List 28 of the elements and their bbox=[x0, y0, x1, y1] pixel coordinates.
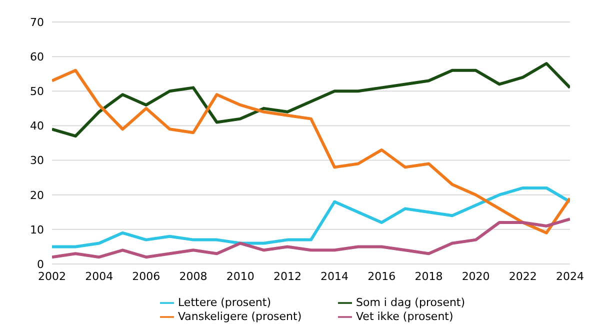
legend-label: Vet ikke (prosent) bbox=[356, 310, 454, 324]
x-tick-label: 2002 bbox=[38, 270, 66, 283]
y-tick-label: 0 bbox=[37, 258, 44, 271]
x-tick-label: 2010 bbox=[226, 270, 254, 283]
legend-label: Som i dag (prosent) bbox=[356, 296, 466, 310]
x-tick-label: 2016 bbox=[368, 270, 396, 283]
x-tick-label: 2014 bbox=[320, 270, 349, 283]
line-series bbox=[52, 186, 570, 248]
legend-label: Lettere (prosent) bbox=[178, 296, 272, 310]
line-series bbox=[52, 62, 570, 138]
x-tick-label: 2008 bbox=[179, 270, 208, 283]
y-tick-label: 60 bbox=[30, 50, 44, 64]
y-tick-label: 20 bbox=[30, 188, 44, 202]
y-tick-label: 50 bbox=[30, 85, 44, 98]
y-tick-label: 10 bbox=[30, 223, 44, 236]
y-tick-label: 70 bbox=[30, 16, 44, 29]
x-tick-label: 2012 bbox=[273, 270, 302, 283]
x-tick-label: 2020 bbox=[462, 270, 490, 283]
x-tick-label: 2006 bbox=[132, 270, 160, 283]
y-tick-label: 30 bbox=[30, 154, 44, 168]
legend-label: Vanskeligere (prosent) bbox=[178, 310, 303, 324]
line-series bbox=[52, 68, 570, 234]
x-tick-label: 2018 bbox=[414, 270, 443, 283]
y-tick-label: 40 bbox=[30, 120, 44, 133]
line-series bbox=[52, 218, 570, 259]
x-tick-label: 2004 bbox=[85, 270, 114, 283]
x-tick-label: 2022 bbox=[508, 270, 537, 283]
x-tick-label: 2024 bbox=[556, 270, 584, 283]
